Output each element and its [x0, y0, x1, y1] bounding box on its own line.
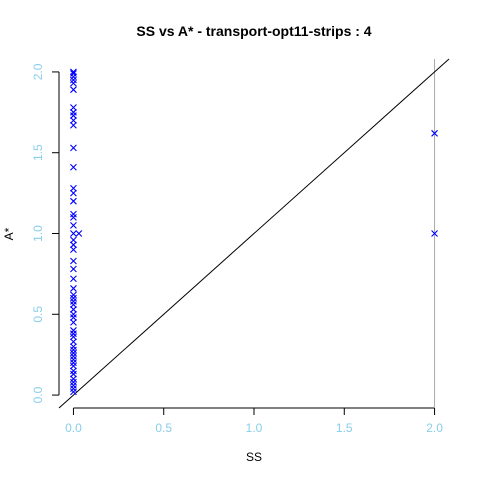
data-point	[70, 257, 77, 265]
data-point	[70, 236, 77, 244]
data-point	[70, 70, 77, 77]
data-point	[70, 112, 77, 119]
x-tick-label: 0.0	[65, 421, 82, 435]
x-tick-label: 1.5	[336, 421, 353, 435]
data-point	[70, 385, 77, 392]
data-point	[70, 144, 77, 152]
data-point	[70, 301, 77, 308]
data-point	[70, 375, 77, 383]
data-point	[70, 184, 77, 192]
data-point	[70, 213, 77, 221]
data-point	[70, 86, 77, 94]
data-point	[70, 370, 77, 378]
data-point	[70, 356, 77, 363]
data-point	[70, 388, 77, 396]
data-point	[70, 343, 77, 350]
x-tick-label: 0.5	[155, 421, 172, 435]
data-point	[70, 294, 77, 302]
data-point	[70, 306, 77, 313]
data-point	[70, 163, 77, 171]
data-point	[70, 333, 77, 341]
data-point	[70, 318, 77, 326]
data-point	[431, 129, 438, 137]
data-point	[70, 338, 77, 346]
data-point	[70, 210, 77, 218]
data-point	[431, 230, 438, 237]
data-point	[70, 246, 77, 254]
x-tick-label: 1.0	[246, 421, 263, 435]
x-axis-label: SS	[246, 450, 262, 464]
data-point	[70, 352, 77, 360]
data-point	[70, 378, 77, 386]
data-point	[70, 230, 77, 237]
y-tick-label: 2.0	[31, 63, 45, 80]
y-tick-label: 1.0	[31, 225, 45, 242]
data-point	[70, 285, 77, 292]
data-point	[70, 327, 77, 334]
y-tick-label: 0.0	[31, 386, 45, 403]
data-point	[70, 241, 77, 249]
data-point	[70, 330, 77, 338]
data-point	[70, 108, 77, 116]
data-point	[70, 222, 77, 229]
data-point	[70, 367, 77, 375]
data-point	[70, 121, 77, 129]
data-point	[70, 68, 77, 76]
data-point	[70, 381, 77, 389]
y-axis-label: A*	[2, 227, 16, 240]
y-tick-label: 1.5	[31, 144, 45, 161]
data-point	[70, 297, 77, 305]
diagonal-reference-line	[58, 58, 450, 409]
data-point	[70, 265, 77, 273]
reference-lines	[58, 58, 450, 409]
data-point	[75, 230, 83, 237]
chart-title: SS vs A* - transport-opt11-strips : 4	[136, 23, 371, 39]
data-point	[70, 197, 77, 205]
data-point	[70, 346, 77, 354]
data-point	[70, 314, 77, 321]
data-point	[70, 291, 77, 299]
data-point	[70, 349, 77, 357]
data-point	[70, 79, 77, 87]
data-point	[70, 362, 77, 370]
data-point	[70, 189, 77, 197]
data-point	[70, 359, 77, 367]
x-tick-label: 2.0	[426, 421, 443, 435]
data-point	[70, 275, 77, 283]
y-tick-label: 0.5	[31, 306, 45, 323]
data-point	[70, 117, 77, 124]
data-point	[70, 104, 77, 111]
data-point	[70, 76, 77, 84]
data-points	[70, 68, 438, 396]
axes: 0.0 0.5 1.0 1.5 2.0 0.0 0.5 1.0 1.5 2.0	[31, 63, 443, 435]
data-point	[70, 310, 77, 318]
